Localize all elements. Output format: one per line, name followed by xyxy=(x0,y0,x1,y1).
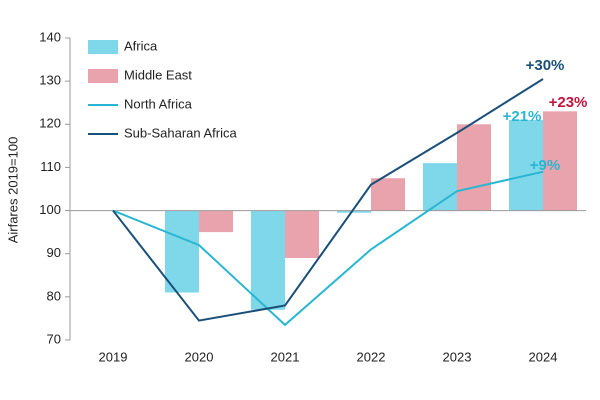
y-tick-label: 110 xyxy=(40,159,61,174)
annotation: +23% xyxy=(549,94,588,111)
y-tick-label: 130 xyxy=(39,73,61,88)
y-axis-label: Airfares 2019=100 xyxy=(5,137,20,244)
legend-swatch xyxy=(88,40,118,54)
x-tick-label: 2020 xyxy=(185,349,214,364)
annotation: +21% xyxy=(503,108,542,125)
legend-swatch xyxy=(88,69,118,83)
bar xyxy=(165,210,199,293)
legend-label: Sub-Saharan Africa xyxy=(124,125,238,140)
line xyxy=(112,78,544,322)
bar xyxy=(199,210,233,233)
y-tick-label: 140 xyxy=(39,29,61,44)
bar xyxy=(371,178,405,211)
annotation: +9% xyxy=(530,157,560,174)
x-tick-label: 2024 xyxy=(529,349,558,364)
annotation: +30% xyxy=(526,57,565,74)
x-tick-label: 2021 xyxy=(271,349,300,364)
bar xyxy=(285,210,319,259)
y-tick-label: 70 xyxy=(47,331,61,346)
y-tick-label: 80 xyxy=(47,288,61,303)
x-tick-label: 2023 xyxy=(443,349,472,364)
bar xyxy=(251,210,285,310)
legend-label: Africa xyxy=(124,38,158,53)
legend-label: Middle East xyxy=(124,67,192,82)
bar xyxy=(337,210,371,213)
x-tick-label: 2022 xyxy=(357,349,386,364)
bar xyxy=(543,111,577,211)
y-tick-label: 100 xyxy=(39,202,61,217)
y-tick-label: 120 xyxy=(39,116,61,131)
y-tick-label: 90 xyxy=(47,245,61,260)
line xyxy=(112,170,544,327)
x-tick-label: 2019 xyxy=(99,349,128,364)
legend-label: North Africa xyxy=(124,96,193,111)
bar xyxy=(457,124,491,211)
bar xyxy=(509,119,543,211)
